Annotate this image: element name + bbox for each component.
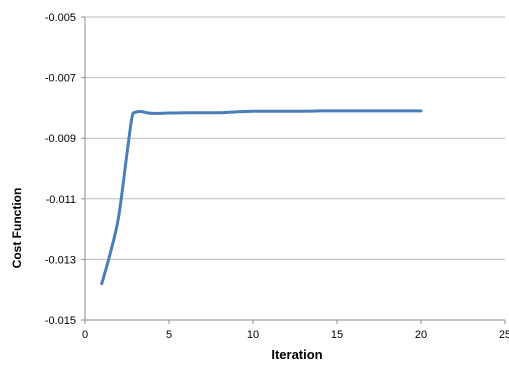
y-axis-title: Cost Function (10, 188, 24, 269)
x-tick-label: 15 (331, 329, 343, 341)
x-tick-label: 20 (415, 329, 427, 341)
x-tick-label: 0 (82, 329, 88, 341)
data-series (100, 109, 423, 286)
y-tick-label: -0.011 (46, 194, 76, 206)
x-tick-label: 5 (166, 329, 172, 341)
x-tick-label: 10 (247, 329, 259, 341)
y-tick-labels: -0.015 -0.013 -0.011 -0.009 -0.007 -0.005 (45, 12, 76, 327)
y-tick-label: -0.005 (45, 12, 76, 24)
x-axis-title: Iteration (271, 347, 322, 362)
gridlines (85, 16, 505, 260)
axes (81, 16, 506, 324)
y-tick-label: -0.009 (45, 133, 76, 145)
x-tick-label: 25 (499, 329, 509, 341)
y-tick-label: -0.007 (45, 73, 76, 85)
x-tick-labels: 0 5 10 15 20 25 (82, 329, 509, 341)
y-tick-label: -0.013 (45, 254, 76, 266)
y-tick-label: -0.015 (45, 315, 76, 327)
series-line (100, 109, 423, 286)
